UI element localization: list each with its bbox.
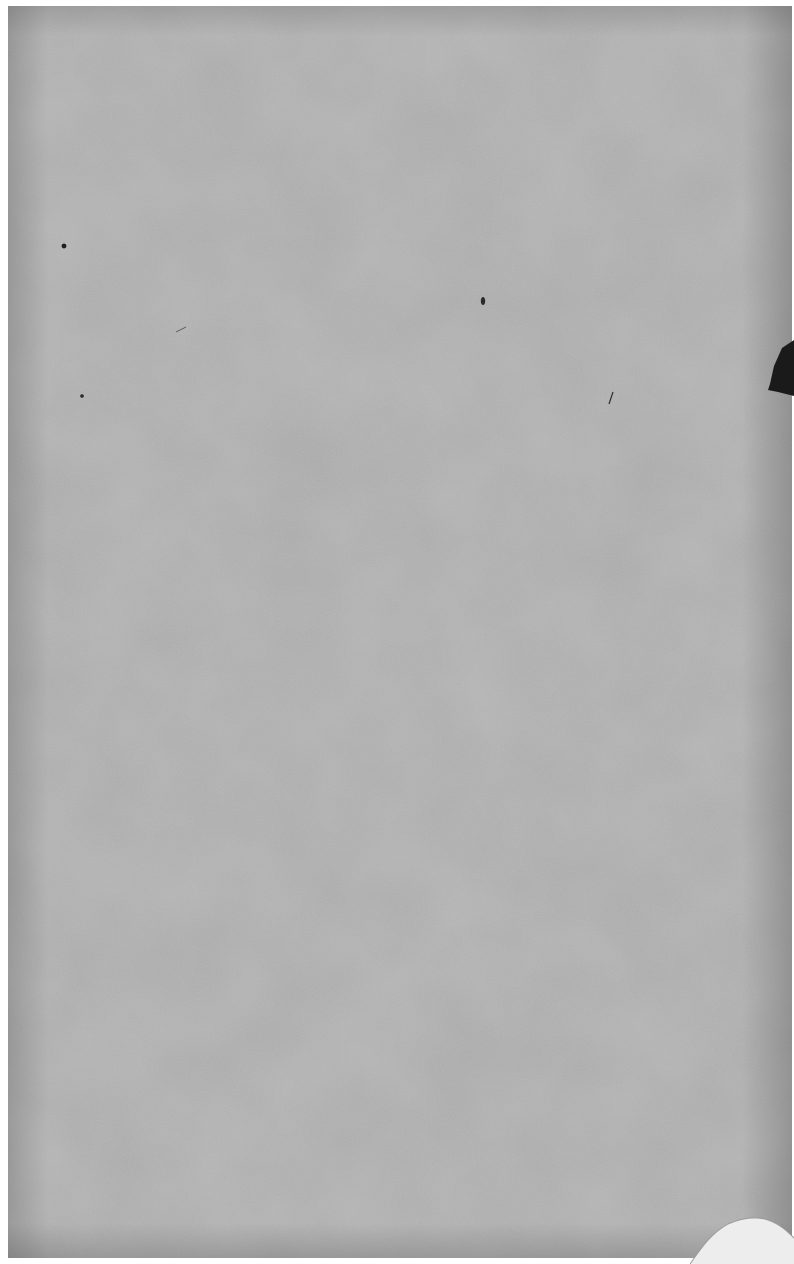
torn-edge-dark-patch [768, 340, 794, 396]
ink-speck-2 [480, 297, 486, 305]
ink-scratch-1 [608, 391, 614, 405]
worn-corner-bottom-right [690, 1217, 794, 1264]
blank-paper-sheet [8, 6, 792, 1258]
ink-scratch-2 [175, 326, 187, 333]
ink-speck-3 [80, 394, 84, 398]
paper-grain-texture [8, 6, 792, 1258]
ink-speck-1 [61, 243, 67, 249]
